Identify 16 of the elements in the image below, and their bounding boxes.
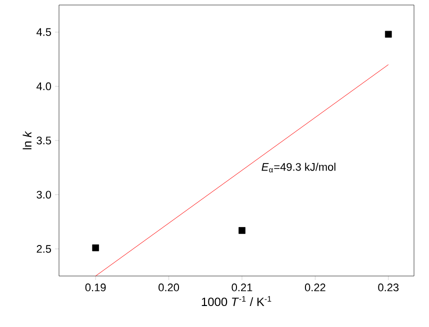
point [238, 227, 246, 234]
y-tick-label: 3.0 [36, 190, 52, 199]
x-tick-label: 0.23 [378, 284, 399, 292]
y-axis-title: ln k [22, 130, 32, 150]
y-tick-label: 4.0 [36, 82, 52, 90]
x-tick-label: 0.21 [232, 284, 252, 292]
y-tick-label: 3.5 [36, 136, 52, 144]
x-tick-label: 0.20 [158, 284, 180, 292]
point [384, 30, 392, 38]
y-tick-label: 2.5 [36, 245, 52, 253]
x-tick-label: 0.19 [85, 284, 106, 292]
x-tick-label: 0.22 [304, 284, 326, 292]
annotation: E$_{α}$=49.3 kJ/mol [262, 162, 336, 172]
point [92, 244, 99, 252]
y-tick-label: 4.5 [36, 28, 52, 36]
x-axis-title: 1000 T$^{-1}$ / K$^{-1}$ [202, 296, 272, 306]
